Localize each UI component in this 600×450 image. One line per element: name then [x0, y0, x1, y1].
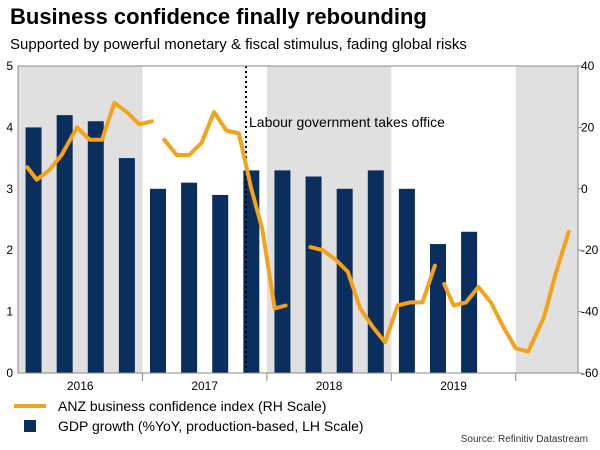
right-axis-tick-label: -40	[581, 305, 599, 319]
right-axis-tick-label: -20	[581, 243, 599, 257]
gdp-bar	[430, 244, 446, 373]
x-axis-year-label: 2018	[316, 379, 343, 393]
gdp-bar	[243, 170, 260, 373]
legend-item-anz: ANZ business confidence index (RH Scale)	[14, 398, 326, 414]
chart-subtitle: Supported by powerful monetary & fiscal …	[10, 36, 467, 53]
x-axis-year-label: 2016	[67, 379, 94, 393]
legend-line-swatch	[14, 404, 46, 408]
gdp-bar	[367, 170, 384, 373]
anz-line-segment-3	[442, 229, 571, 354]
gdp-bar	[336, 188, 353, 373]
right-axis-tick-label: 0	[581, 182, 588, 196]
gdp-bar	[398, 188, 415, 373]
gdp-bar	[56, 115, 73, 374]
left-axis-tick-label: 5	[6, 59, 13, 73]
left-axis-tick-label: 1	[6, 305, 13, 319]
right-axis-tick-label: 40	[581, 59, 595, 73]
anz-line-segment-0	[25, 100, 154, 182]
legend-label-gdp: GDP growth (%YoY, production-based, LH S…	[58, 418, 364, 434]
event-annotation: Labour government takes office	[249, 114, 445, 130]
left-axis-tick-label: 2	[6, 243, 13, 257]
gdp-bar	[118, 158, 135, 373]
right-axis-tick-label: -60	[581, 366, 599, 380]
legend-item-gdp: GDP growth (%YoY, production-based, LH S…	[14, 418, 364, 434]
gdp-bar	[461, 231, 478, 373]
gdp-bar	[274, 170, 291, 373]
shaded-band-2	[515, 66, 578, 373]
chart-title: Business confidence finally rebounding	[10, 4, 427, 29]
x-axis-year-label: 2019	[440, 379, 467, 393]
plot-frame	[17, 65, 579, 374]
source-note: Source: Refinitiv Datastream	[460, 434, 588, 445]
left-axis-tick-label: 3	[6, 182, 13, 196]
left-axis-tick-label: 0	[6, 366, 13, 380]
legend-label-anz: ANZ business confidence index (RH Scale)	[58, 398, 327, 414]
left-axis-tick-label: 4	[6, 120, 13, 134]
gdp-bar	[181, 182, 198, 373]
right-axis-tick-label: 20	[581, 120, 595, 134]
legend-box-swatch	[24, 420, 36, 432]
anz-line-segment-1	[162, 110, 288, 311]
gdp-bar	[150, 188, 166, 373]
gdp-bar	[87, 121, 104, 373]
gdp-bar	[212, 194, 229, 373]
x-axis-year-label: 2017	[191, 379, 218, 393]
gdp-bar	[25, 127, 42, 374]
anz-line-segment-2	[308, 245, 437, 345]
gdp-bar	[305, 176, 322, 373]
